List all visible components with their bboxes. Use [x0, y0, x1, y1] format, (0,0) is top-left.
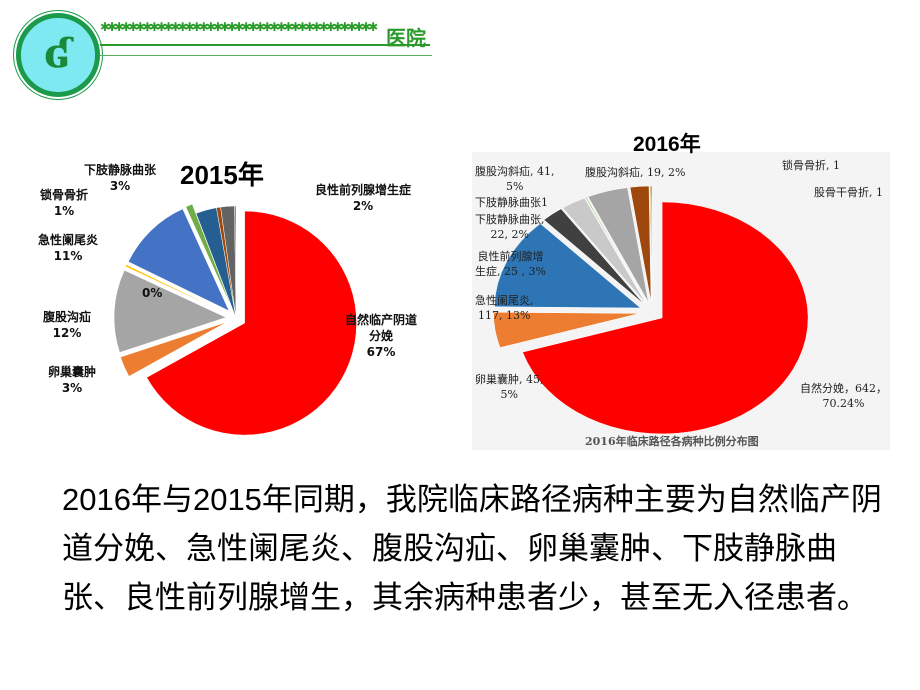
summary-text: 2016年与2015年同期，我院临床路径病种主要为自然临产阴道分娩、急性阑尾炎、…: [62, 482, 882, 615]
label-2015: 急性阑尾炎 11%: [38, 233, 99, 263]
label-2016: 良性前列腺增 生症, 25 , 3%: [475, 250, 546, 278]
label-2016: 下肢静脉曲张1: [475, 196, 548, 209]
label-2015: 锁骨骨折 1%: [40, 188, 89, 218]
header-divider: [100, 55, 432, 56]
pie-2015-slice: [146, 210, 357, 436]
pie-2015-slice: [125, 264, 228, 314]
pie-2016-slice: [522, 201, 809, 435]
chart-2015-title: 2015年: [180, 160, 264, 190]
header-decoration: ✱✱✱✱✱✱✱✱✱✱✱✱✱✱✱✱✱✱✱✱✱✱✱✱✱✱✱✱✱✱✱✱✱✱✱✱✱✱✱: [100, 20, 378, 34]
pie-2015-slice: [128, 208, 230, 312]
hospital-name: 医院: [386, 26, 426, 50]
pie-2016-slice: [629, 185, 652, 303]
hospital-logo: [16, 13, 100, 97]
label-2016: 卵巢囊肿, 45, 5%: [475, 373, 544, 401]
pie-2016-slice: [543, 208, 645, 305]
label-2015: 腹股沟疝 12%: [43, 310, 92, 340]
label-2016: 股骨干骨折, 1: [814, 186, 883, 199]
header-divider: [100, 44, 430, 46]
label-2016: 急性阑尾炎, 117, 13%: [475, 294, 534, 322]
pie-2016-slice: [585, 196, 647, 304]
chart-2016-caption: 2016年临床路径各病种比例分布图: [585, 435, 759, 448]
label-2015: 下肢静脉曲张 3%: [84, 163, 157, 193]
pie-2015-slice: [120, 321, 227, 377]
pie-2016-slice: [493, 311, 640, 348]
pie-2015-slice: [113, 269, 227, 353]
logo-emblem: ʛ: [44, 30, 72, 77]
label-2015: 良性前列腺增生症 2%: [315, 183, 412, 213]
label-2015: 自然临产阴道 分娩 67%: [345, 313, 418, 359]
pie-2015-slice: [234, 205, 237, 319]
label-2016: 下肢静脉曲张, 22, 2%: [475, 213, 545, 241]
pie-2016-slice: [650, 185, 653, 303]
pie-2016-slice: [587, 187, 649, 303]
label-2015: 卵巢囊肿 3%: [48, 365, 97, 395]
label-2016: 腹股沟斜疝, 41, 5%: [475, 165, 555, 193]
label-2016: 自然分娩，642， 70.24%: [800, 382, 887, 410]
pie-2016-slice: [562, 197, 646, 304]
label-2016: 锁骨骨折, 1: [782, 159, 840, 172]
pie-2015-slice: [185, 203, 233, 309]
pie-2016-slice: [494, 223, 642, 309]
chart-2016-title: 2016年: [633, 133, 701, 156]
label-2016: 腹股沟斜疝, 19, 2%: [585, 166, 686, 179]
label-2015: 0%: [142, 286, 163, 300]
